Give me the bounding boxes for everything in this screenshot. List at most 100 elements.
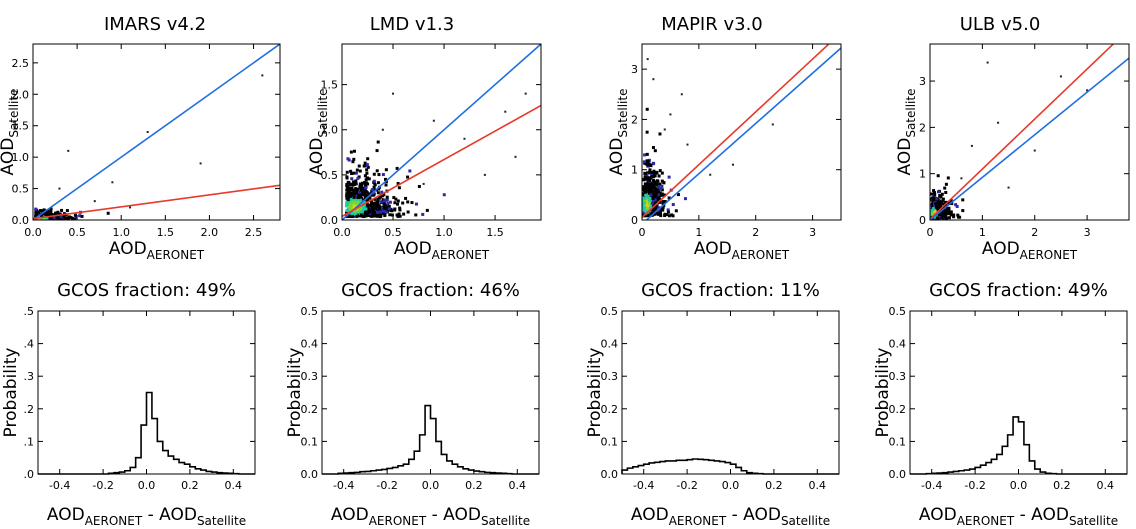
outlier-point <box>463 137 466 140</box>
x-tick-label: 0 <box>639 226 646 239</box>
scatter-point <box>374 214 378 218</box>
x-tick-label: 0.4 <box>225 479 243 492</box>
y-tick-label: 0.5 <box>12 183 30 196</box>
x-tick-label: 1.5 <box>157 226 175 239</box>
outlier-point <box>514 155 517 158</box>
scatter-point <box>683 197 687 201</box>
scatter-point <box>376 204 380 208</box>
scatter-point <box>370 214 374 218</box>
scatter-point <box>363 210 367 214</box>
scatter-point <box>949 213 953 217</box>
scatter-point <box>943 208 947 212</box>
scatter-point <box>62 212 66 216</box>
scatter-point <box>345 201 349 205</box>
scatter-point <box>351 208 355 212</box>
y-tick-label: .4 <box>24 338 35 351</box>
y-label-main: AOD <box>0 138 18 176</box>
x-tick-label: -0.4 <box>633 479 654 492</box>
scatter-point <box>44 213 48 217</box>
x-label-sep: - AOD <box>142 505 197 525</box>
scatter-point <box>375 149 379 153</box>
scatter-point <box>376 210 380 214</box>
fit-line-primary <box>33 44 280 220</box>
scatter-point <box>934 202 938 206</box>
scatter-point <box>45 216 49 220</box>
scatter-point <box>353 214 357 218</box>
x-label-main: AOD <box>694 239 732 259</box>
x-tick-label: 0.2 <box>181 479 199 492</box>
x-tick-label: 2.5 <box>245 226 263 239</box>
scatter-point <box>39 217 43 220</box>
scatter-point <box>365 176 369 180</box>
scatter-point <box>354 201 358 205</box>
x-axis-label: AODAERONET <box>109 239 205 262</box>
y-label-main: AOD <box>895 138 915 176</box>
scatter-point <box>356 176 360 180</box>
x-tick-label: -0.4 <box>333 479 354 492</box>
scatter-point <box>390 213 394 217</box>
scatter-point <box>651 146 655 150</box>
x-tick-label: 0.0 <box>333 226 351 239</box>
scatter-point <box>646 213 650 217</box>
x-label-sub1: AERONET <box>957 514 1015 528</box>
scatter-point <box>652 190 656 194</box>
x-label-sub1: AERONET <box>85 514 143 528</box>
scatter-point <box>658 169 662 173</box>
scatter-point <box>59 215 63 219</box>
histogram-step <box>38 391 255 475</box>
scatter-point <box>372 172 376 176</box>
scatter-point <box>365 168 369 172</box>
scatter-point <box>370 188 374 192</box>
scatter-point <box>34 207 38 211</box>
scatter-point <box>345 215 349 219</box>
scatter-point <box>645 107 649 111</box>
scatter-point <box>364 214 368 218</box>
scatter-point <box>345 203 349 207</box>
scatter-point <box>647 186 651 190</box>
scatter-point <box>649 185 653 189</box>
scatter-point <box>947 211 951 215</box>
scatter-point <box>651 196 655 200</box>
scatter-point <box>396 214 400 218</box>
scatter-point <box>346 157 350 161</box>
y-tick-label: 1 <box>919 168 926 181</box>
scatter-point <box>381 194 385 198</box>
scatter-point <box>55 215 59 219</box>
scatter-point <box>358 207 362 211</box>
scatter-point <box>352 157 356 161</box>
scatter-point <box>658 132 662 136</box>
scatter-point <box>645 130 649 134</box>
scatter-point <box>382 201 386 205</box>
hist-lmd: GCOS fraction: 46% -0.4 -0.2 0.0 0.2 0.4 0.0 0.… <box>285 280 540 528</box>
scatter-point <box>345 209 349 213</box>
scatter-point <box>381 173 385 177</box>
x-tick-label: -0.2 <box>964 479 985 492</box>
scatter-point <box>670 213 674 217</box>
scatter-point <box>352 205 356 209</box>
chart-title: GCOS fraction: 11% <box>641 280 820 301</box>
scatter-point <box>653 149 657 153</box>
outlier-point <box>1059 75 1062 78</box>
scatter-point <box>356 200 360 204</box>
scatter-point <box>652 199 656 203</box>
scatter-point <box>345 170 349 174</box>
outlier-point <box>1007 186 1010 189</box>
scatter-point <box>396 202 400 206</box>
y-tick-label: 0.5 <box>601 305 619 318</box>
data-layer <box>930 44 1129 220</box>
scatter-imars: IMARS v4.2 0.0 0.5 1.0 1.5 2.0 2.5 0.0 0.5 1.0 1.5… <box>0 14 281 262</box>
chart-title: GCOS fraction: 49% <box>57 280 236 301</box>
hist-imars: GCOS fraction: 49% -0.4 -0.2 0.0 0.2 0.4 .0 .1.… <box>1 280 256 528</box>
x-label-sub1: AERONET <box>369 514 427 528</box>
scatter-point <box>49 207 53 211</box>
scatter-point <box>355 198 359 202</box>
chart-title: ULB v5.0 <box>960 14 1041 35</box>
scatter-point <box>346 180 350 184</box>
outlier-point <box>960 177 963 180</box>
scatter-point <box>352 200 356 204</box>
scatter-point <box>657 174 661 178</box>
data-layer <box>642 44 841 220</box>
scatter-point <box>940 213 944 217</box>
x-label-sub: AERONET <box>432 248 490 262</box>
scatter-point <box>414 213 418 217</box>
